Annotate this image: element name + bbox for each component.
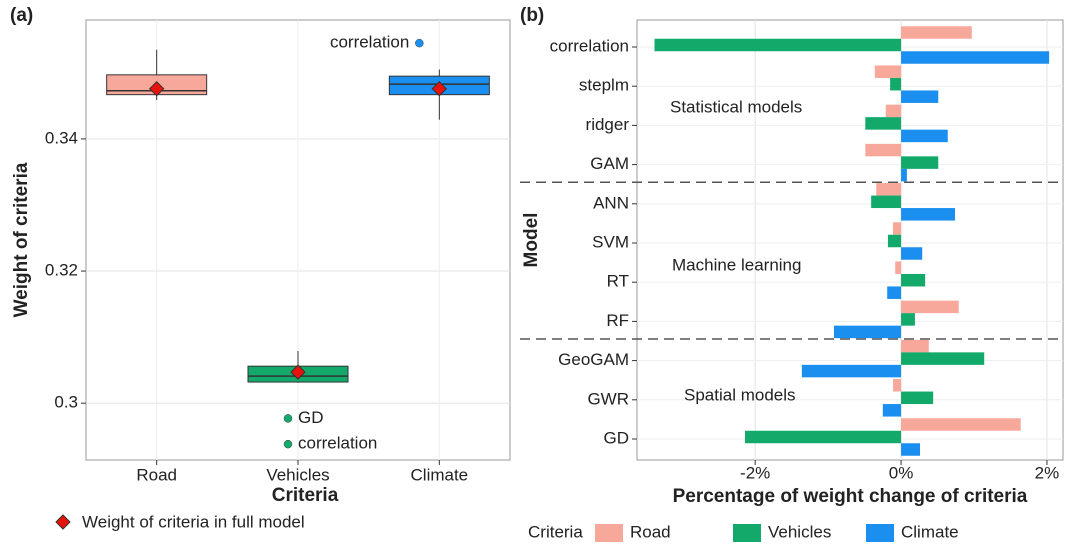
mean-marker xyxy=(148,81,165,97)
y-tick-label: GD xyxy=(604,428,630,447)
bar xyxy=(744,430,902,444)
plot-area xyxy=(636,19,1064,461)
panel-label: (a) xyxy=(10,5,33,26)
bar xyxy=(901,156,939,169)
y-tick-label: GAM xyxy=(590,154,629,173)
bar xyxy=(801,364,902,378)
x-tick-label: 2% xyxy=(1035,463,1060,482)
legend-swatch xyxy=(866,524,894,542)
legend-label: Vehicles xyxy=(768,522,831,541)
outlier xyxy=(283,439,293,449)
y-tick-label: RF xyxy=(606,311,629,330)
bar xyxy=(901,129,948,143)
y-tick-label: SVM xyxy=(592,232,629,251)
legend-label: Climate xyxy=(901,522,959,541)
annotation: Machine learning xyxy=(672,255,801,274)
x-tick-label: Road xyxy=(136,465,177,484)
y-tick-label: correlation xyxy=(550,36,629,55)
x-axis-title: Percentage of weight change of criteria xyxy=(673,486,1028,507)
bar xyxy=(901,339,929,353)
bar xyxy=(874,65,902,78)
bar xyxy=(901,443,921,456)
y-tick-label: 0.3 xyxy=(54,393,78,412)
legend-label: Weight of criteria in full model xyxy=(82,512,305,531)
legend-swatch xyxy=(595,524,623,542)
bar xyxy=(901,168,907,182)
y-tick-label: steplm xyxy=(579,76,629,95)
y-axis-title: Model xyxy=(521,213,542,268)
outlier-label: correlation xyxy=(298,434,377,453)
annotation: Statistical models xyxy=(670,97,802,116)
outlier-label: GD xyxy=(298,408,324,427)
y-tick-label: 0.34 xyxy=(45,128,78,147)
y-tick-label: 0.32 xyxy=(45,261,78,280)
legend-label: Road xyxy=(630,522,671,541)
outlier xyxy=(415,38,424,48)
x-tick-label: Climate xyxy=(411,465,469,484)
bar xyxy=(901,208,956,221)
x-axis-title: Criteria xyxy=(272,485,339,506)
bar xyxy=(901,418,1021,431)
y-tick-label: GeoGAM xyxy=(558,350,629,369)
outlier xyxy=(283,414,293,423)
bar xyxy=(865,117,902,130)
bar xyxy=(901,26,972,39)
panel-label: (b) xyxy=(520,5,544,26)
bar xyxy=(901,313,915,326)
bar xyxy=(890,77,902,91)
y-tick-label: RT xyxy=(607,272,629,291)
bar xyxy=(654,38,902,52)
x-tick-label: Vehicles xyxy=(266,465,329,484)
bar xyxy=(901,391,934,405)
bar xyxy=(901,90,939,103)
legend-title: Criteria xyxy=(528,522,583,541)
outlier-label: correlation xyxy=(330,33,409,52)
bar xyxy=(893,379,902,392)
bar xyxy=(833,325,902,339)
annotation: Spatial models xyxy=(684,385,796,404)
x-tick-label: 0% xyxy=(889,463,914,482)
mean-marker xyxy=(290,364,306,380)
mean-marker xyxy=(431,81,448,97)
bar xyxy=(882,404,902,417)
bar xyxy=(876,183,902,196)
bar xyxy=(893,222,902,235)
bar xyxy=(871,195,902,209)
bar xyxy=(895,261,902,274)
legend-swatch xyxy=(733,524,761,542)
bar xyxy=(901,273,926,287)
bar xyxy=(901,247,923,260)
x-tick-label: -2% xyxy=(740,463,770,482)
y-tick-label: ANN xyxy=(593,193,629,212)
bar xyxy=(901,300,959,314)
y-axis-title: Weight of criteria xyxy=(11,162,32,317)
bar xyxy=(865,143,902,157)
bar xyxy=(901,51,1050,64)
y-tick-label: ridger xyxy=(586,115,630,134)
bar xyxy=(901,352,985,365)
y-tick-label: GWR xyxy=(587,389,629,408)
bar xyxy=(887,234,902,248)
bar xyxy=(885,104,902,118)
bar xyxy=(887,286,902,299)
legend-marker xyxy=(55,514,71,530)
